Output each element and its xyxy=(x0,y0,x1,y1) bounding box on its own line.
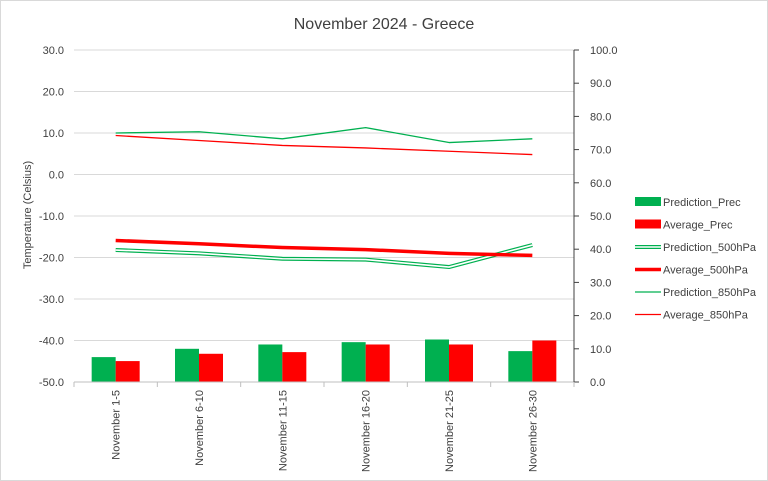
bar-Prediction_Prec xyxy=(258,344,283,382)
bar-Average_Prec xyxy=(115,361,140,382)
category-label: November 16-20 xyxy=(361,390,373,472)
left-tick-label: -30.0 xyxy=(39,294,64,306)
legend-swatch-Prediction_Prec xyxy=(635,197,661,206)
left-tick-label: 30.0 xyxy=(43,45,64,57)
legend: Prediction_Prec Average_Prec Prediction_50… xyxy=(635,197,757,322)
category-label: November 1-5 xyxy=(111,390,123,460)
line-Prediction_850hPa xyxy=(115,126,533,144)
line-Average_850hPa xyxy=(115,134,533,156)
legend-label-Average_Prec: Average_Prec xyxy=(663,220,733,232)
left-axis-ticks: 30.0 20.0 10.0 0.0 -10.0 -20.0 -30.0 -40.0 -50.0 xyxy=(39,45,64,389)
bar-Average_Prec xyxy=(532,340,557,382)
legend-label-Average_850hPa: Average_850hPa xyxy=(663,310,749,322)
bar-group xyxy=(91,339,557,382)
right-tick-label: 30.0 xyxy=(590,277,611,289)
right-tick-label: 0.0 xyxy=(590,377,605,389)
category-label: November 6-10 xyxy=(194,390,206,466)
left-tick-label: -40.0 xyxy=(39,336,64,348)
category-labels: November 1-5 November 6-10 November 11-15 N… xyxy=(111,390,540,472)
bar-Prediction_Prec xyxy=(91,357,116,382)
left-tick-label: -50.0 xyxy=(39,377,64,389)
left-tick-label: -20.0 xyxy=(39,253,64,265)
right-tick-label: 40.0 xyxy=(590,244,611,256)
grid-lines xyxy=(74,49,574,383)
right-tick-label: 90.0 xyxy=(590,78,611,90)
bar-Prediction_Prec xyxy=(341,342,366,382)
legend-label-Average_500hPa: Average_500hPa xyxy=(663,265,749,277)
legend-label-Prediction_850hPa: Prediction_850hPa xyxy=(663,287,757,299)
line-Prediction_500hPa-inner xyxy=(115,244,533,268)
bar-Average_Prec xyxy=(199,353,223,382)
bar-Prediction_Prec xyxy=(508,351,533,382)
bar-Average_Prec xyxy=(282,352,307,382)
right-tick-label: 70.0 xyxy=(590,145,611,157)
bar-Average_Prec xyxy=(365,344,390,382)
left-tick-label: 10.0 xyxy=(43,128,64,140)
right-tick-label: 100.0 xyxy=(590,45,618,57)
bar-Prediction_Prec xyxy=(425,339,449,382)
category-label: November 11-15 xyxy=(277,390,289,471)
bar-Average_Prec xyxy=(449,344,473,382)
axes xyxy=(73,49,579,387)
left-tick-label: -10.0 xyxy=(39,211,64,223)
right-axis-ticks: 100.0 90.0 80.0 70.0 60.0 50.0 40.0 30.0 20.0 10.… xyxy=(590,45,618,389)
line-group xyxy=(115,126,533,270)
legend-swatch-Average_Prec xyxy=(635,219,661,229)
y-axis-label: Temperature (Celsius) xyxy=(22,161,34,269)
left-tick-label: 20.0 xyxy=(43,87,64,99)
line-Average_500hPa xyxy=(115,238,533,258)
left-tick-label: 0.0 xyxy=(49,170,64,182)
right-tick-label: 50.0 xyxy=(590,211,611,223)
right-tick-label: 60.0 xyxy=(590,178,611,190)
bar-Prediction_Prec xyxy=(175,348,199,382)
right-tick-label: 10.0 xyxy=(590,344,611,356)
right-tick-label: 20.0 xyxy=(590,311,611,323)
chart-title: November 2024 - Greece xyxy=(294,16,475,33)
legend-label-Prediction_500hPa: Prediction_500hPa xyxy=(663,242,757,254)
category-label: November 26-30 xyxy=(527,390,539,472)
category-label: November 21-25 xyxy=(444,390,456,472)
right-tick-label: 80.0 xyxy=(590,111,611,123)
legend-label-Prediction_Prec: Prediction_Prec xyxy=(663,197,741,209)
